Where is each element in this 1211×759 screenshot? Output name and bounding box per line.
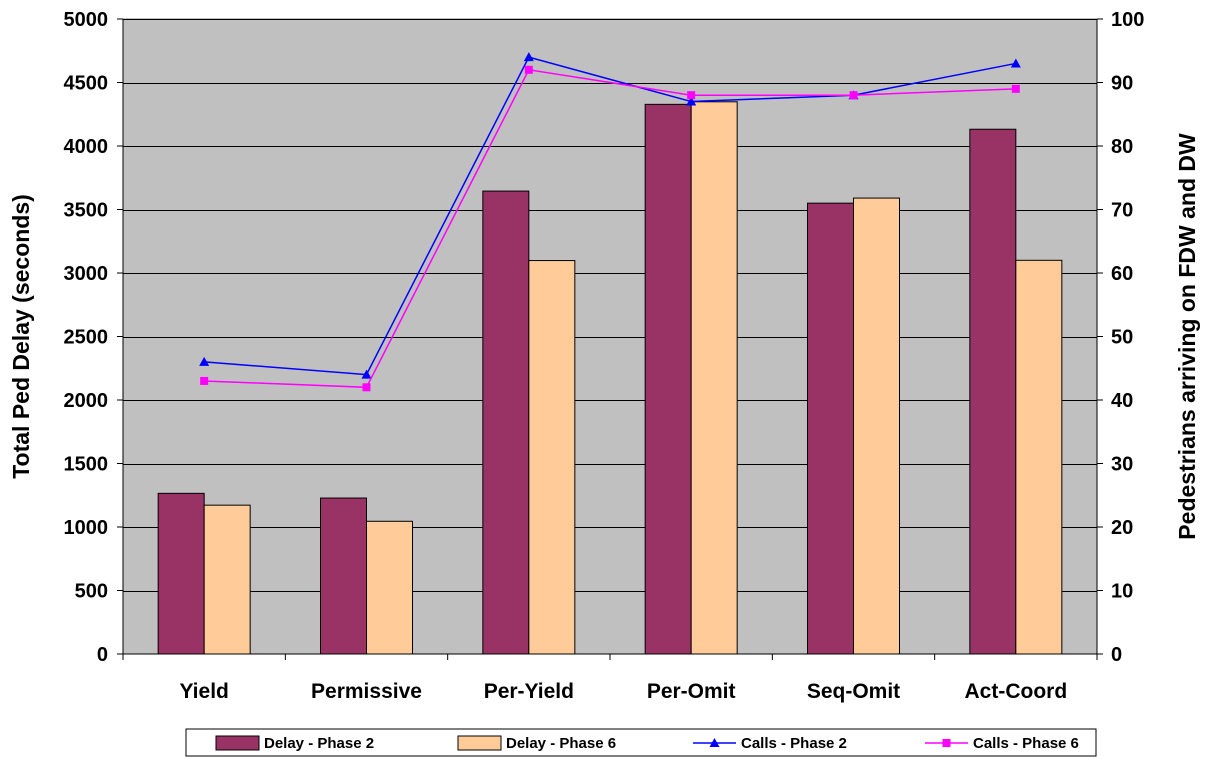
y2-tick-label: 100 <box>1111 9 1144 31</box>
legend-marker <box>709 738 720 747</box>
x-tick-label: Permissive <box>311 680 422 703</box>
y-tick-label: 0 <box>97 644 108 666</box>
y-tick-label: 2000 <box>64 390 109 412</box>
y2-tick-label: 80 <box>1111 136 1133 158</box>
point-calls-phase-6 <box>1011 84 1020 93</box>
legend-swatch <box>215 735 260 751</box>
point-calls-phase-6 <box>200 376 209 385</box>
x-tick-label: Yield <box>179 680 228 703</box>
y-tick-label: 1500 <box>64 454 109 476</box>
y2-tick-label: 20 <box>1111 517 1133 539</box>
y2-tick-label: 90 <box>1111 73 1133 95</box>
y-tick-label: 500 <box>75 581 108 603</box>
line-calls-phase-2 <box>204 56 1016 376</box>
y2-axis-title: Pedestrians arriving on FDW and DW <box>1174 133 1200 540</box>
bar-delay-phase-6 <box>853 197 900 655</box>
gridlines <box>123 19 1097 592</box>
y-tick-label: 5000 <box>64 9 109 31</box>
bar-delay-phase-2 <box>969 128 1017 655</box>
y-tick-label: 1000 <box>64 517 109 539</box>
point-calls-phase-6 <box>362 383 371 392</box>
bar-delay-phase-6 <box>690 101 738 655</box>
axes: 0500100015002000250030003500400045005000… <box>64 9 1145 703</box>
x-tick-label: Act-Coord <box>965 680 1068 703</box>
bar-delay-phase-2 <box>320 497 367 655</box>
point-calls-phase-2 <box>523 52 534 62</box>
y2-tick-label: 30 <box>1111 454 1133 476</box>
bar-delay-phase-6 <box>528 260 576 655</box>
y-tick-label: 3500 <box>64 200 109 222</box>
bar-delay-phase-6 <box>366 520 413 655</box>
y2-tick-label: 0 <box>1111 644 1122 666</box>
legend-label: Delay - Phase 6 <box>506 735 616 752</box>
y2-tick-label: 10 <box>1111 581 1133 603</box>
point-calls-phase-2 <box>199 356 210 366</box>
legend-label: Calls - Phase 2 <box>741 735 847 752</box>
bar-delay-phase-2 <box>807 202 854 655</box>
point-calls-phase-6 <box>687 91 696 100</box>
point-calls-phase-2 <box>1010 58 1021 68</box>
legend-swatch <box>457 735 502 751</box>
bar-delay-phase-6 <box>1015 259 1063 655</box>
y-tick-label: 4500 <box>64 73 109 95</box>
line-calls-phase-6 <box>204 68 1016 389</box>
y-tick-label: 2500 <box>64 327 109 349</box>
line-series-group <box>199 52 1021 392</box>
x-tick-label: Per-Yield <box>484 680 574 703</box>
legend-label: Calls - Phase 6 <box>973 735 1079 752</box>
point-calls-phase-2 <box>361 369 372 379</box>
y2-tick-label: 70 <box>1111 200 1133 222</box>
legend-marker <box>942 739 951 747</box>
y2-tick-label: 40 <box>1111 390 1133 412</box>
y2-tick-label: 50 <box>1111 327 1133 349</box>
bar-delay-phase-2 <box>644 103 692 655</box>
legend-label: Delay - Phase 2 <box>264 735 374 752</box>
point-calls-phase-6 <box>849 91 858 100</box>
bar-delay-phase-2 <box>482 190 530 655</box>
y-tick-label: 3000 <box>64 263 109 285</box>
x-tick-label: Per-Omit <box>647 680 736 703</box>
y-axis-title: Total Ped Delay (seconds) <box>8 194 34 479</box>
bar-delay-phase-6 <box>203 504 251 655</box>
legend: Delay - Phase 2 Delay - Phase 6 Calls - Ph… <box>185 728 1097 757</box>
point-calls-phase-6 <box>524 65 533 74</box>
bar-delay-phase-2 <box>157 492 205 655</box>
y2-tick-label: 60 <box>1111 263 1133 285</box>
x-tick-label: Seq-Omit <box>807 680 900 703</box>
point-calls-phase-2 <box>686 96 697 106</box>
plot-area <box>122 18 1098 655</box>
y-tick-label: 4000 <box>64 136 109 158</box>
